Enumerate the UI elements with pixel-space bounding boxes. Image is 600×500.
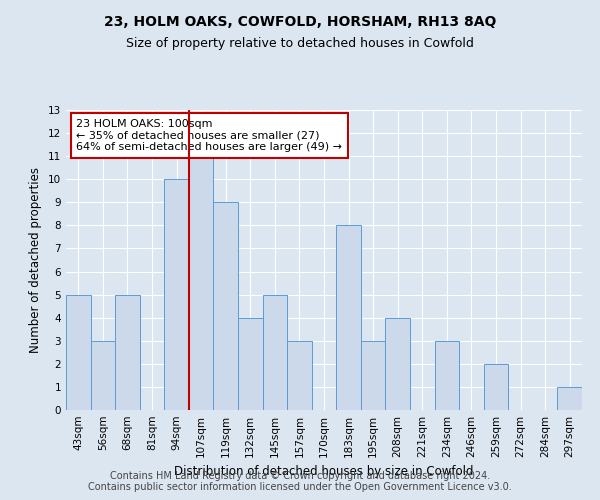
Bar	[361, 341, 385, 410]
Text: 23, HOLM OAKS, COWFOLD, HORSHAM, RH13 8AQ: 23, HOLM OAKS, COWFOLD, HORSHAM, RH13 8A…	[104, 15, 496, 29]
Text: Size of property relative to detached houses in Cowfold: Size of property relative to detached ho…	[126, 38, 474, 51]
Bar	[263, 294, 287, 410]
Bar	[557, 387, 582, 410]
Bar	[66, 294, 91, 410]
Text: Contains public sector information licensed under the Open Government Licence v3: Contains public sector information licen…	[88, 482, 512, 492]
Y-axis label: Number of detached properties: Number of detached properties	[29, 167, 43, 353]
Bar	[287, 341, 312, 410]
Text: 23 HOLM OAKS: 100sqm
← 35% of detached houses are smaller (27)
64% of semi-detac: 23 HOLM OAKS: 100sqm ← 35% of detached h…	[76, 119, 343, 152]
Text: Contains HM Land Registry data © Crown copyright and database right 2024.: Contains HM Land Registry data © Crown c…	[110, 471, 490, 481]
Bar	[214, 202, 238, 410]
Bar	[189, 156, 214, 410]
Bar	[336, 226, 361, 410]
Bar	[385, 318, 410, 410]
Bar	[238, 318, 263, 410]
X-axis label: Distribution of detached houses by size in Cowfold: Distribution of detached houses by size …	[174, 466, 474, 478]
Bar	[115, 294, 140, 410]
Bar	[484, 364, 508, 410]
Bar	[91, 341, 115, 410]
Bar	[434, 341, 459, 410]
Bar	[164, 179, 189, 410]
